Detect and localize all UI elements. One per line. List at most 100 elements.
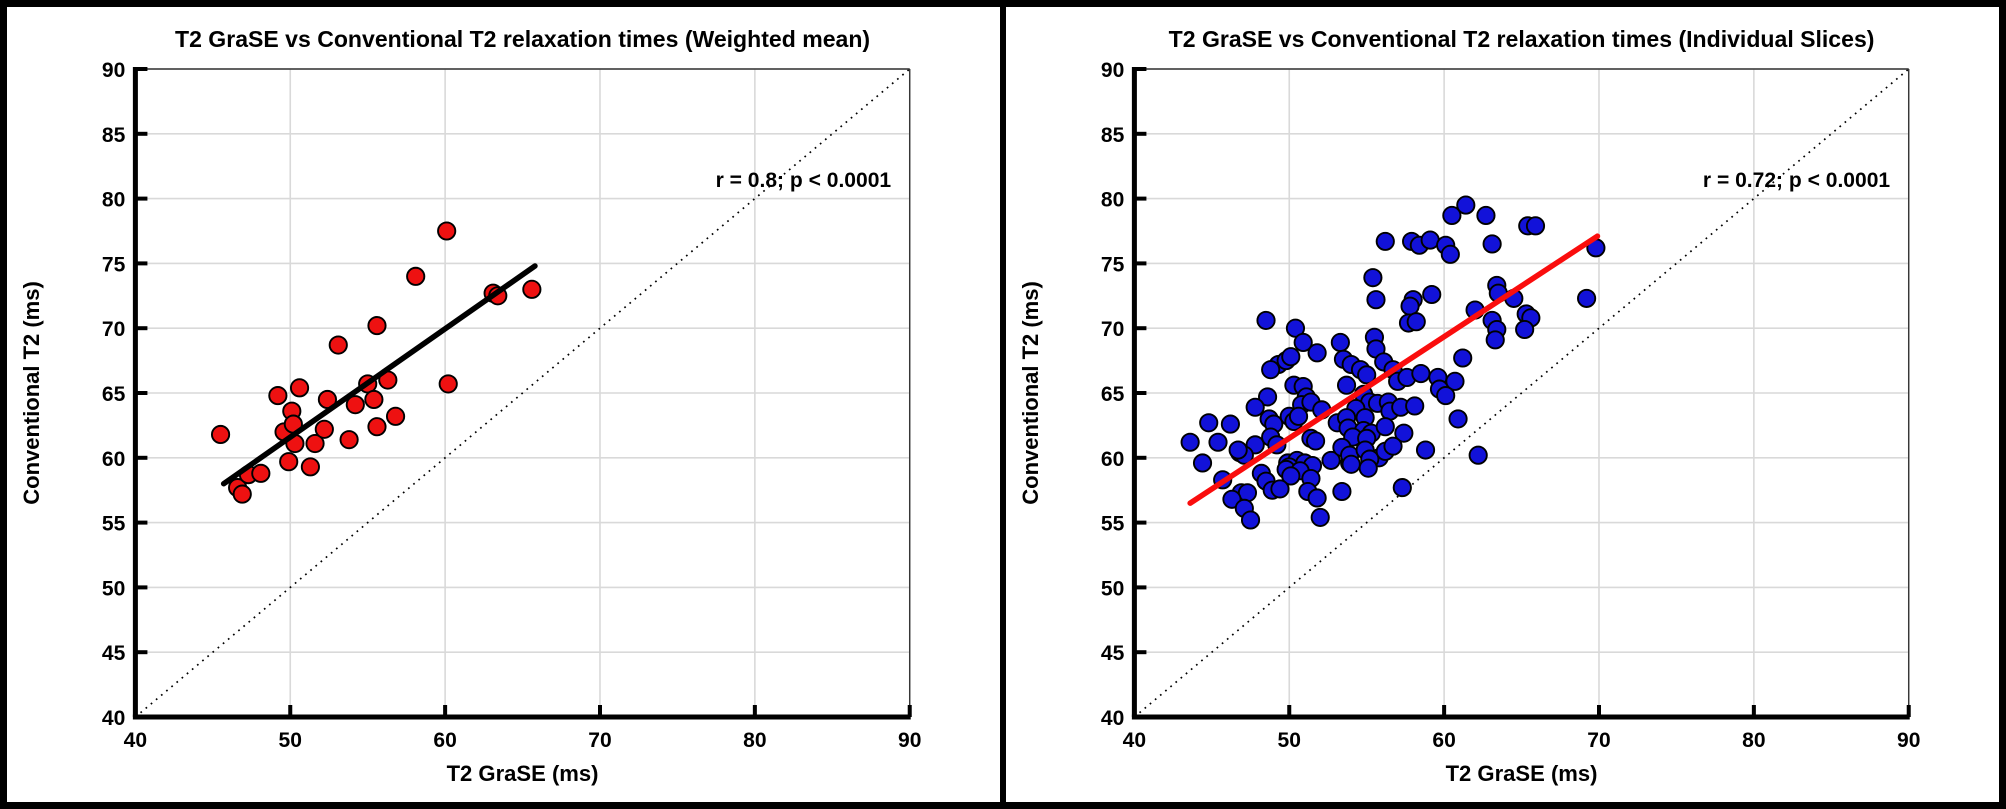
data-point [251,463,271,483]
y-tick-label: 90 [102,59,125,82]
data-point [345,395,365,415]
data-point [1270,479,1290,499]
y-tick-label: 50 [1101,577,1124,600]
data-point [522,279,542,299]
data-point [1442,205,1462,225]
y-tick-label: 80 [1101,189,1124,212]
data-point [1285,318,1306,338]
data-point [210,424,231,445]
data-point [1456,195,1476,215]
data-point [1445,371,1465,391]
data-point [1405,396,1425,416]
data-point [1240,510,1261,530]
data-point [1453,348,1473,368]
data-point [300,457,320,477]
y-tick-label: 45 [1101,642,1125,665]
data-point [1341,454,1361,474]
data-point [1332,481,1352,502]
x-tick-label: 40 [1123,729,1146,752]
x-tick-label: 80 [743,729,766,752]
x-tick-label: 70 [588,729,611,752]
data-point [1411,364,1431,384]
data-point [367,417,387,437]
y-tick-label: 70 [102,318,125,341]
data-point [1321,450,1341,470]
y-tick-label: 70 [1101,318,1124,341]
data-point [1307,343,1327,363]
regression-line [1187,233,1601,506]
data-point [328,335,348,355]
data-point [1180,432,1200,452]
data-point [339,430,359,450]
data-point [1415,440,1436,460]
data-point [1468,445,1488,465]
weighted-mean-scatter-plot: 40 50 60 70 80 90 40 45 50 55 60 65 70 75 80 85 90 T2 Gr… [19,26,921,786]
data-point [1482,234,1502,254]
y-tick-label: 75 [1101,253,1125,276]
correlation-annotation: r = 0.72; p < 0.0001 [1703,169,1891,192]
y-tick-label: 55 [102,513,126,536]
data-point [1366,290,1386,310]
data-point [279,452,299,472]
data-point [1394,423,1414,443]
data-point [1358,458,1378,478]
data-point [1228,440,1248,460]
data-point [1440,244,1460,264]
identity-line [1133,68,1910,718]
data-point [1192,453,1213,473]
x-tick-label: 90 [898,729,921,752]
y-tick-label: 85 [102,124,126,147]
y-tick-label: 80 [102,189,125,212]
data-point [437,221,457,241]
data-point [1357,365,1377,385]
data-point [1406,312,1426,332]
y-tick-label: 50 [102,577,125,600]
data-point [1306,431,1326,451]
y-tick-label: 90 [1101,59,1124,82]
data-point [1288,406,1309,426]
y-tick-label: 45 [102,642,126,665]
data-point [1256,310,1276,330]
x-tick-label: 50 [279,729,302,752]
data-point [1208,432,1228,452]
data-point [1392,478,1412,498]
data-point [289,378,310,398]
data-point [268,386,288,406]
data-point [1363,268,1383,288]
regression-line [220,263,538,487]
data-point [1293,332,1313,353]
x-tick-label: 40 [124,729,147,752]
x-tick-label: 70 [1587,729,1610,752]
data-point [1245,397,1265,417]
data-point [385,406,406,426]
data-point [1448,409,1468,429]
x-tick-label: 60 [1432,729,1455,752]
panel-title: T2 GraSE vs Conventional T2 relaxation t… [1169,26,1875,52]
x-axis-label: T2 GraSE (ms) [447,761,599,786]
data-point [1383,436,1403,456]
data-point [1525,216,1546,236]
y-tick-label: 75 [102,253,126,276]
data-point [1310,507,1330,527]
data-point [1375,231,1395,251]
individual-slices-panel: 40 50 60 70 80 90 40 45 50 55 60 65 70 75 80 85 90 T2 Gr… [1000,7,1999,802]
data-point [1307,488,1327,508]
y-tick-label: 40 [102,707,125,730]
data-point [406,266,426,286]
y-tick-label: 55 [1101,513,1125,536]
x-tick-label: 60 [433,729,456,752]
data-point [1199,413,1219,433]
data-point [1281,347,1301,367]
data-point [1422,284,1442,305]
weighted-mean-panel: 40 50 60 70 80 90 40 45 50 55 60 65 70 75 80 85 90 T2 Gr… [7,7,1000,802]
data-point [1257,387,1278,407]
x-tick-label: 80 [1742,729,1765,752]
y-tick-label: 60 [102,448,125,471]
data-point [314,419,334,439]
y-tick-label: 40 [1101,707,1124,730]
y-tick-label: 65 [1101,383,1125,406]
data-point [1485,330,1505,350]
panel-title: T2 GraSE vs Conventional T2 relaxation t… [175,26,870,52]
data-point [1336,375,1357,395]
